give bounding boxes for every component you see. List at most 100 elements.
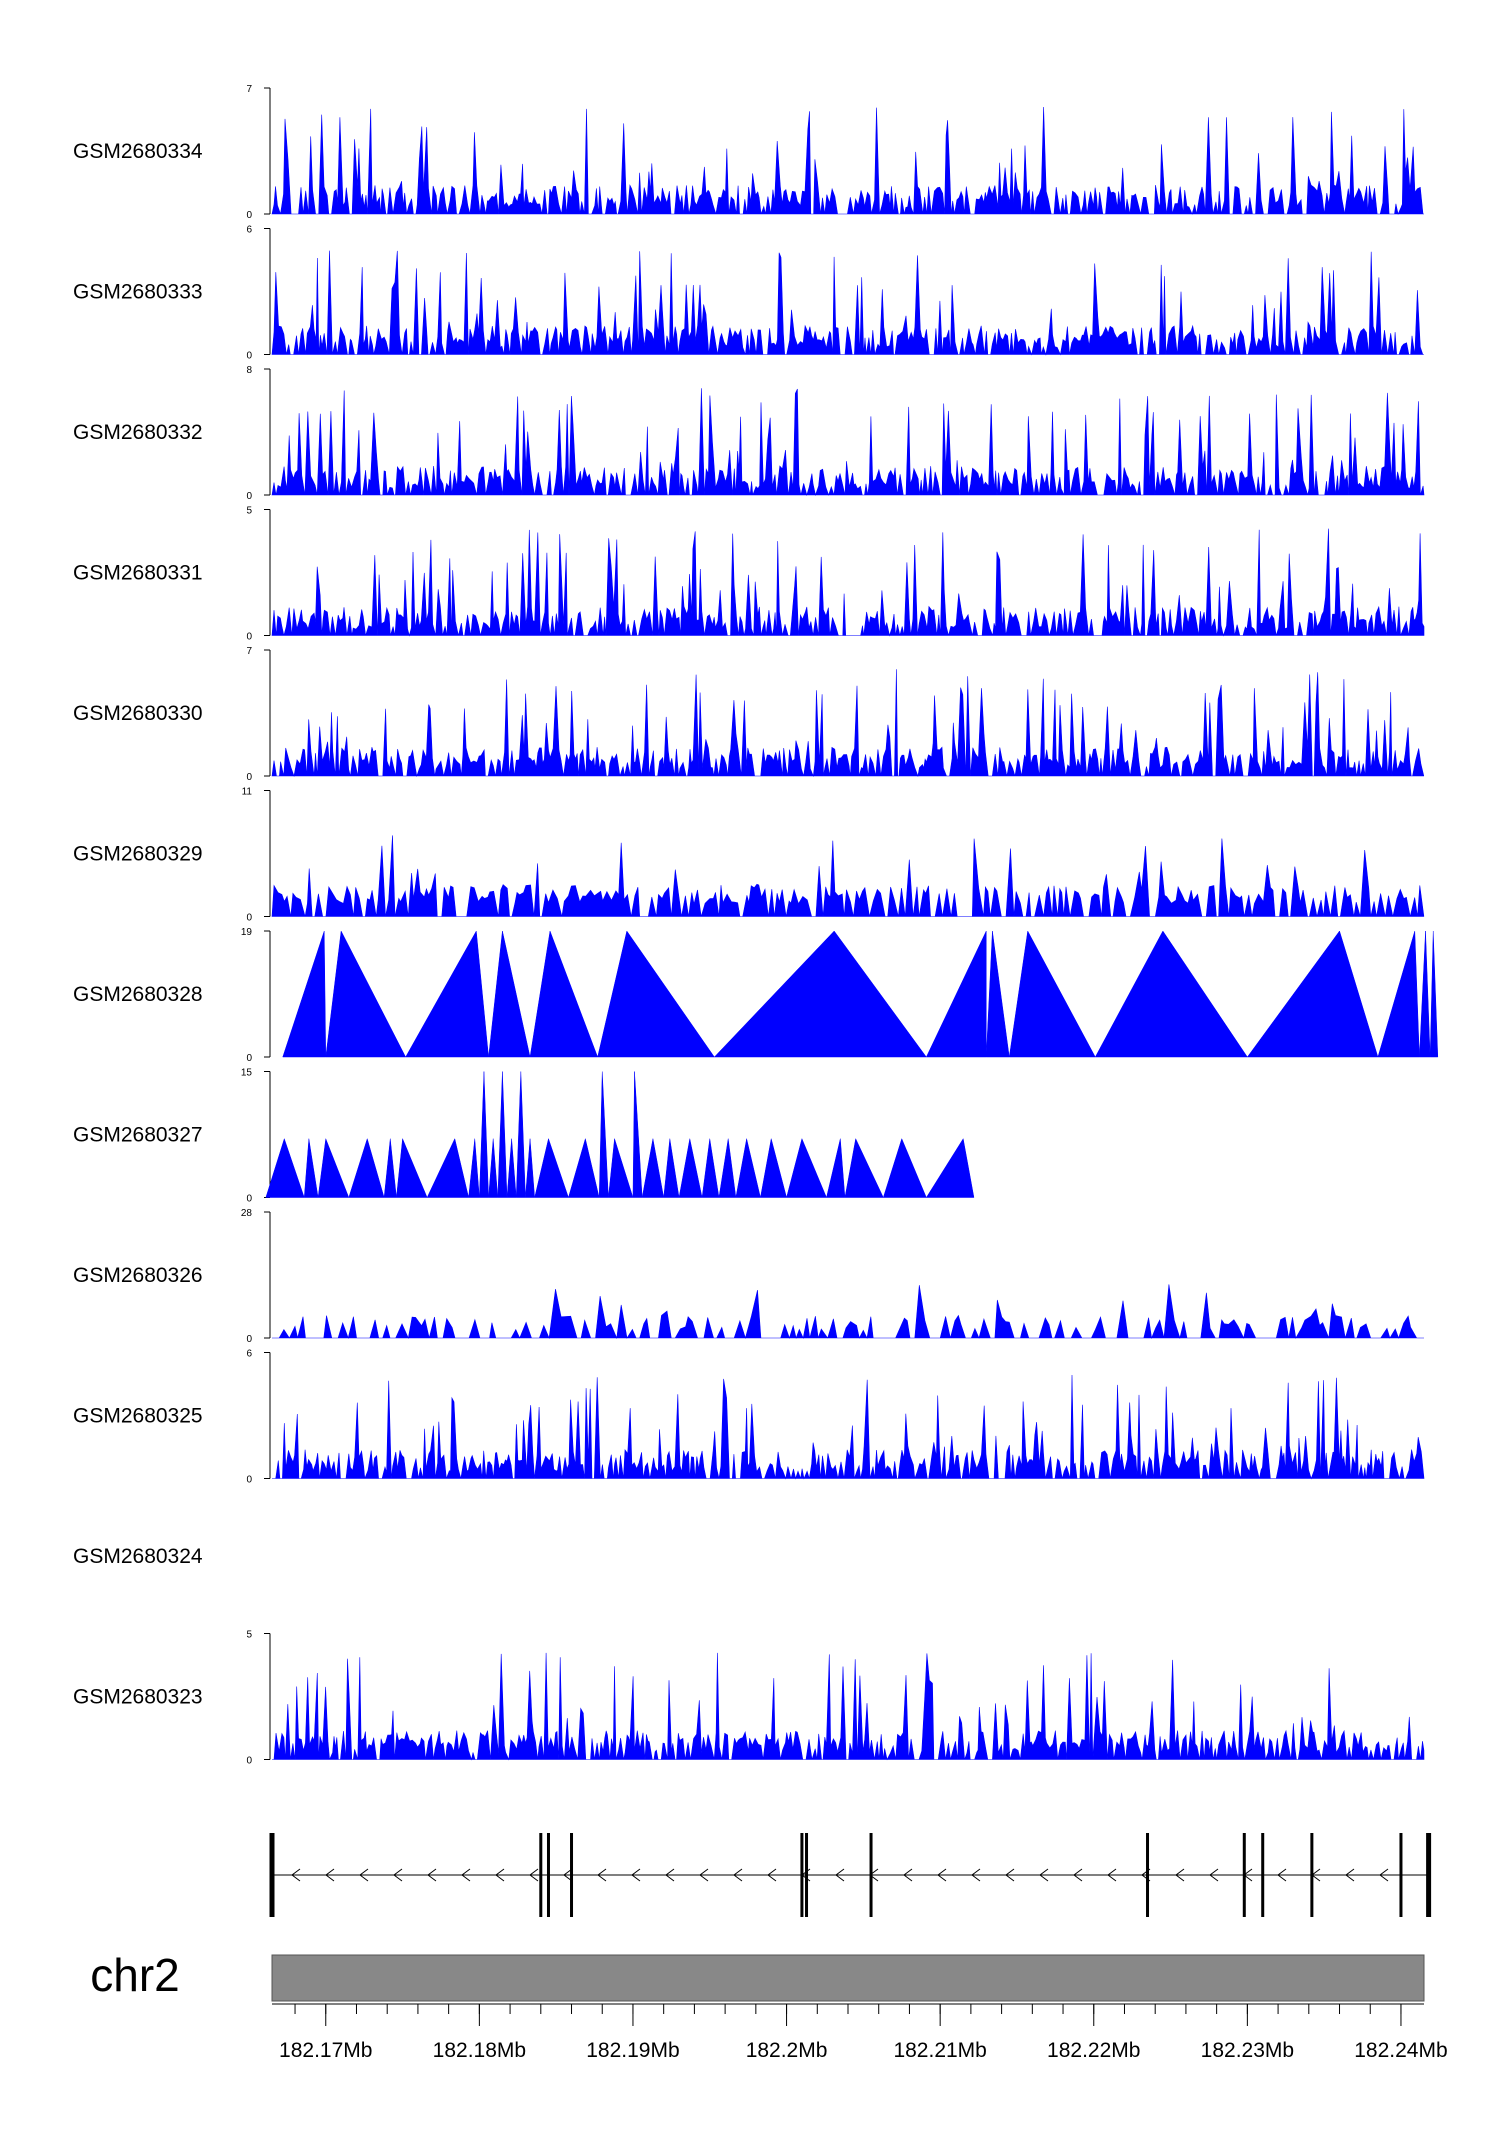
signal-peak [641,1138,664,1198]
signal-coverage [271,669,1425,778]
exon [869,1833,873,1917]
signal-peak [265,1137,305,1198]
y-max-label: 7 [246,84,252,95]
strand-arrow [597,1868,607,1882]
signal-peak [568,1137,600,1198]
signal-peak [515,1071,526,1198]
y-min-label: 0 [246,772,252,783]
signal-peak [405,930,489,1058]
strand-arrow [1175,1868,1185,1882]
strand-arrow [1379,1868,1389,1882]
signal-coverage [271,106,1424,215]
y-max-label: 11 [242,787,253,798]
strand-arrow [665,1868,675,1882]
signal-peak [632,1071,643,1198]
strand-arrow [325,1868,335,1882]
y-min-label: 0 [246,913,252,924]
signal-peak [529,930,598,1058]
chromosome-ideogram: chr2 [90,1949,1425,2002]
exon [1426,1833,1432,1917]
strand-arrow [427,1868,437,1882]
y-min-label: 0 [246,1756,252,1767]
signal-peak [488,1138,499,1198]
strand-arrow [631,1868,641,1882]
strand-arrow [733,1868,743,1882]
track-GSM2680334: GSM2680334 7 0 [73,84,1424,221]
x-tick-label: 182.21Mb [893,2039,986,2062]
track-GSM2680324: GSM2680324 [73,1545,203,1568]
exon [805,1833,809,1917]
y-min-label: 0 [246,491,252,502]
strand-arrow [563,1868,573,1882]
y-min-label: 0 [246,1334,252,1345]
strand-arrow [1277,1868,1287,1882]
x-tick-label: 182.2Mb [746,2039,828,2062]
exon [269,1833,275,1917]
signal-peak [985,930,1010,1058]
signal-peak [826,1138,846,1198]
track-label: GSM2680327 [73,1124,203,1147]
signal-peak [534,1137,569,1198]
signal-peak [396,1138,428,1198]
y-max-label: 8 [246,365,252,376]
y-max-label: 6 [246,1349,252,1360]
signal-peak [1246,930,1379,1058]
tracks-layer: GSM268033470GSM268033360GSM268033280GSM2… [73,84,1439,1767]
y-max-label: 15 [241,1068,253,1079]
track-GSM2680325: GSM2680325 6 0 [73,1349,1425,1486]
signal-peak [1377,930,1420,1058]
exon [570,1833,574,1917]
signal-peak [506,1138,517,1198]
signal-coverage [272,1652,1425,1761]
track-label: GSM2680328 [73,983,203,1006]
y-min-label: 0 [246,210,252,221]
y-max-label: 19 [241,927,253,938]
exon [1310,1833,1314,1917]
track-GSM2680326: GSM2680326 28 0 [73,1208,1424,1345]
strand-arrow [937,1868,947,1882]
signal-peak [701,1138,720,1198]
track-label: GSM2680325 [73,1405,203,1428]
strand-arrow [1107,1868,1117,1882]
signal-coverage [272,1284,1424,1340]
y-max-label: 28 [241,1208,253,1219]
signal-peak [348,1137,385,1198]
strand-arrow [359,1868,369,1882]
y-min-label: 0 [246,1475,252,1486]
signal-peak [525,1138,535,1198]
signal-peak [1419,930,1431,1058]
x-tick-label: 182.22Mb [1047,2039,1140,2062]
exon [539,1833,543,1917]
signal-coverage [271,250,1424,356]
track-label: GSM2680334 [73,140,203,163]
genome-axis: 182.17Mb 182.18Mb 182.19Mb 182.2Mb 182.21Mb 1… [272,2003,1448,2062]
signal-peak [1429,930,1439,1058]
track-GSM2680331: GSM2680331 5 0 [73,506,1425,643]
signal-peak [663,1138,680,1198]
signal-coverage [271,835,1425,917]
signal-peak [479,1071,489,1198]
gene-model [269,1833,1432,1917]
x-tick-label: 182.19Mb [586,2039,679,2062]
y-max-label: 6 [246,225,252,236]
strand-arrow [1039,1868,1049,1882]
signal-peak [303,1138,319,1198]
track-GSM2680330: GSM2680330 7 0 [73,646,1425,783]
y-min-label: 0 [246,632,252,643]
chromosome-label: chr2 [90,1949,179,2001]
signal-peak [925,1138,975,1198]
signal-peak [713,930,927,1058]
signal-peak [488,930,531,1058]
exon [546,1833,550,1917]
strand-arrow [529,1868,539,1882]
chromosome-band [271,1954,1425,2002]
signal-peak [325,930,407,1058]
track-label: GSM2680331 [73,562,203,585]
signal-peak [844,1137,884,1198]
x-tick-label: 182.24Mb [1354,2039,1447,2062]
strand-arrow [461,1868,471,1882]
track-GSM2680329: GSM2680329 11 0 [73,787,1425,924]
track-label: GSM2680329 [73,843,203,866]
track-label: GSM2680332 [73,421,203,444]
